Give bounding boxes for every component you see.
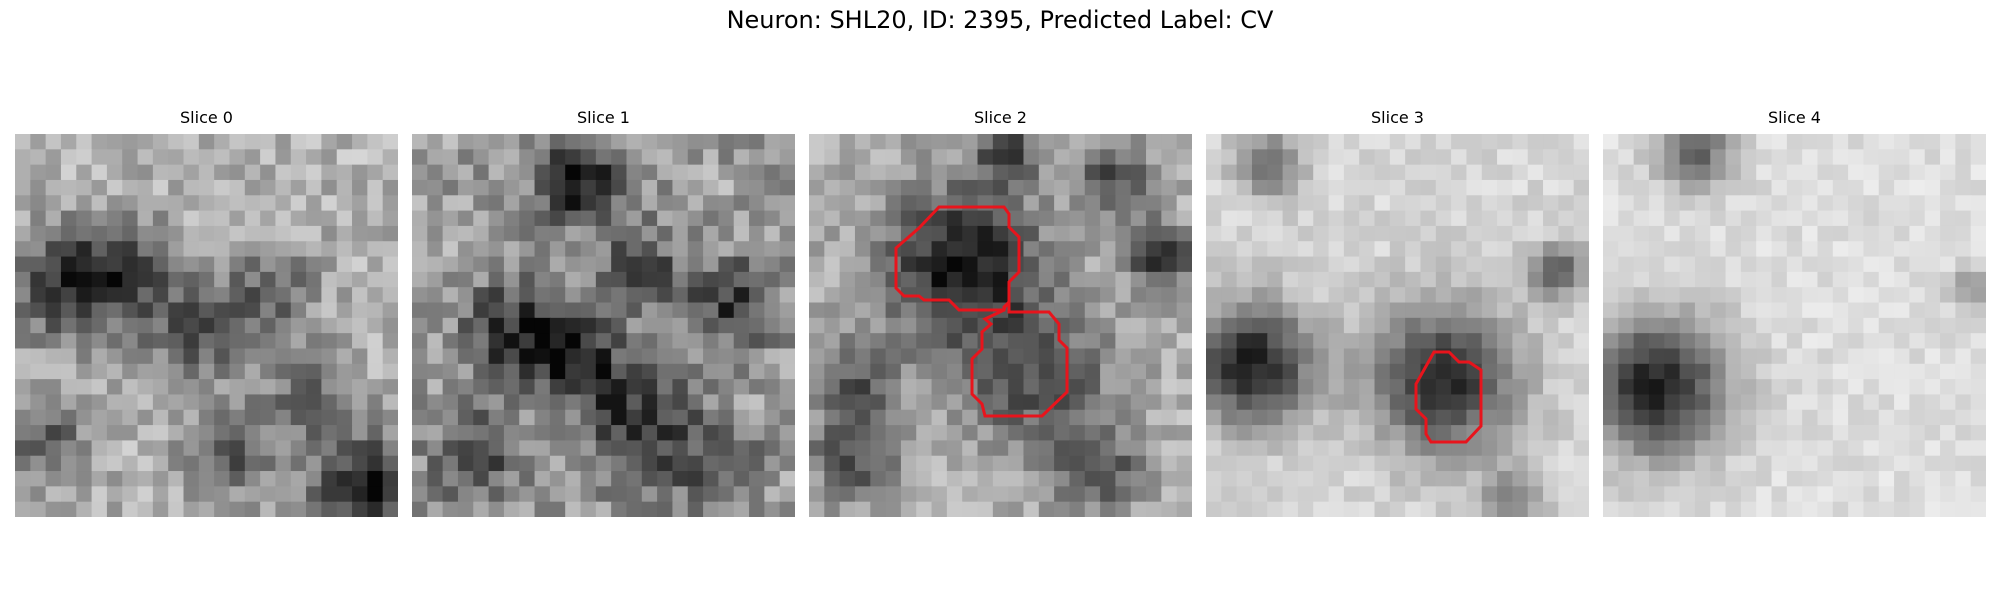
slice-title-1: Slice 1 <box>577 108 630 127</box>
slice-title-3: Slice 3 <box>1371 108 1424 127</box>
slice-image-3 <box>1206 134 1589 517</box>
slice-panel-3: Slice 3 <box>1206 108 1589 517</box>
figure-title: Neuron: SHL20, ID: 2395, Predicted Label… <box>726 6 1274 34</box>
slice-panel-2: Slice 2 <box>809 108 1192 517</box>
slice-image-0 <box>15 134 398 517</box>
slice-panel-0: Slice 0 <box>15 108 398 517</box>
slice-title-4: Slice 4 <box>1768 108 1821 127</box>
segmentation-contour <box>1414 350 1483 444</box>
segmentation-contour <box>970 297 1069 418</box>
slice-panel-4: Slice 4 <box>1603 108 1986 517</box>
slice-title-2: Slice 2 <box>974 108 1027 127</box>
slice-title-0: Slice 0 <box>180 108 233 127</box>
slice-panel-1: Slice 1 <box>412 108 795 517</box>
slice-image-2 <box>809 134 1192 517</box>
slice-image-1 <box>412 134 795 517</box>
slice-image-4 <box>1603 134 1986 517</box>
